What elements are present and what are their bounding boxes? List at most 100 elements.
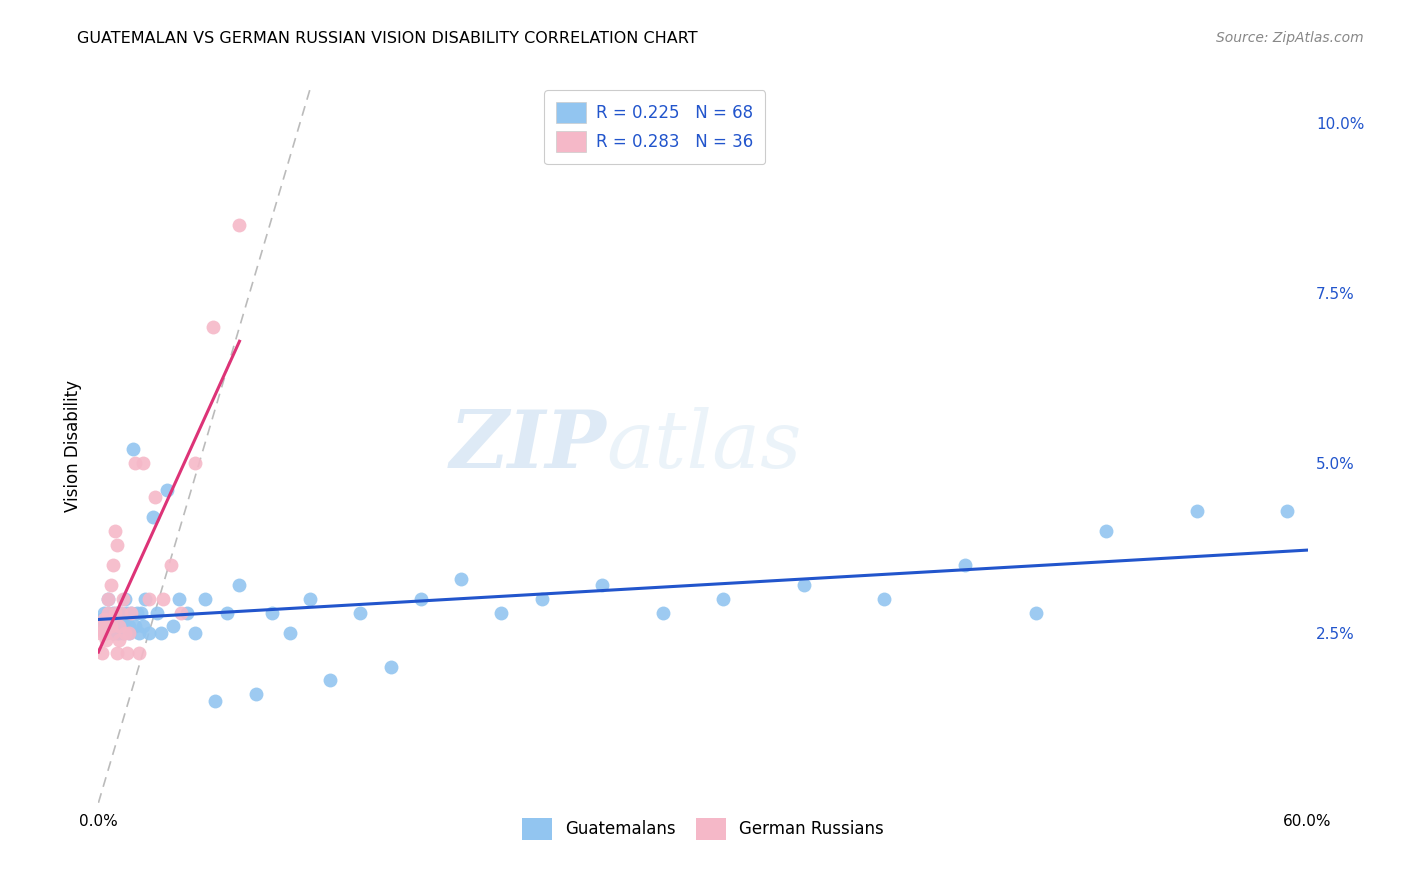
Point: [97, 606, 120, 620]
Point: [105, 646, 128, 660]
Point: [146, 606, 169, 620]
Point: [278, 626, 301, 640]
Text: atlas: atlas: [606, 408, 801, 484]
Point: [793, 578, 815, 592]
Point: [115, 606, 138, 620]
Point: [953, 558, 976, 572]
Point: [100, 578, 122, 592]
Point: [124, 456, 146, 470]
Point: [134, 591, 156, 606]
Point: [101, 626, 124, 640]
Point: [103, 619, 125, 633]
Point: [160, 558, 183, 572]
Point: [409, 591, 432, 606]
Point: [491, 606, 513, 620]
Point: [107, 626, 129, 640]
Point: [93, 606, 115, 620]
Point: [152, 591, 174, 606]
Point: [156, 483, 179, 498]
Point: [103, 524, 125, 538]
Point: [105, 537, 128, 551]
Point: [143, 490, 166, 504]
Point: [118, 626, 141, 640]
Point: [204, 694, 226, 708]
Point: [349, 606, 371, 620]
Y-axis label: Vision Disability: Vision Disability: [63, 380, 82, 512]
Point: [96, 612, 118, 626]
Point: [100, 612, 122, 626]
Point: [100, 619, 122, 633]
Point: [184, 456, 207, 470]
Point: [120, 606, 142, 620]
Point: [111, 626, 134, 640]
Point: [1025, 606, 1047, 620]
Point: [97, 591, 120, 606]
Point: [128, 626, 150, 640]
Point: [96, 619, 118, 633]
Point: [111, 619, 134, 633]
Point: [93, 612, 115, 626]
Text: GUATEMALAN VS GERMAN RUSSIAN VISION DISABILITY CORRELATION CHART: GUATEMALAN VS GERMAN RUSSIAN VISION DISA…: [77, 31, 697, 46]
Point: [114, 612, 136, 626]
Text: ZIP: ZIP: [450, 408, 606, 484]
Point: [1277, 503, 1299, 517]
Point: [96, 632, 118, 647]
Point: [138, 591, 160, 606]
Point: [591, 578, 613, 592]
Point: [107, 619, 129, 633]
Point: [110, 606, 132, 620]
Point: [93, 619, 115, 633]
Point: [125, 606, 148, 620]
Point: [110, 606, 132, 620]
Point: [97, 606, 120, 620]
Point: [91, 612, 114, 626]
Point: [319, 673, 342, 688]
Point: [101, 558, 124, 572]
Point: [228, 218, 250, 232]
Point: [450, 572, 472, 586]
Point: [128, 646, 150, 660]
Point: [132, 456, 155, 470]
Point: [118, 619, 141, 633]
Point: [101, 606, 124, 620]
Point: [107, 619, 129, 633]
Point: [107, 632, 129, 647]
Point: [1185, 503, 1208, 517]
Point: [97, 591, 120, 606]
Point: [380, 660, 402, 674]
Point: [245, 687, 267, 701]
Point: [711, 591, 734, 606]
Point: [89, 626, 111, 640]
Point: [100, 619, 122, 633]
Point: [129, 606, 152, 620]
Point: [103, 606, 125, 620]
Point: [202, 320, 225, 334]
Legend: Guatemalans, German Russians: Guatemalans, German Russians: [513, 810, 893, 848]
Point: [121, 442, 143, 457]
Point: [103, 612, 125, 626]
Point: [93, 626, 115, 640]
Point: [260, 606, 283, 620]
Point: [101, 626, 124, 640]
Point: [105, 626, 128, 640]
Point: [228, 578, 250, 592]
Point: [299, 591, 322, 606]
Point: [651, 606, 673, 620]
Point: [873, 591, 896, 606]
Point: [96, 626, 118, 640]
Point: [118, 626, 141, 640]
Point: [194, 591, 217, 606]
Point: [170, 606, 193, 620]
Point: [111, 591, 134, 606]
Point: [105, 606, 128, 620]
Text: Source: ZipAtlas.com: Source: ZipAtlas.com: [1216, 31, 1364, 45]
Point: [1095, 524, 1118, 538]
Point: [114, 626, 136, 640]
Point: [142, 510, 165, 524]
Point: [120, 606, 142, 620]
Point: [217, 606, 239, 620]
Point: [167, 591, 190, 606]
Point: [124, 619, 146, 633]
Point: [176, 606, 198, 620]
Point: [138, 626, 160, 640]
